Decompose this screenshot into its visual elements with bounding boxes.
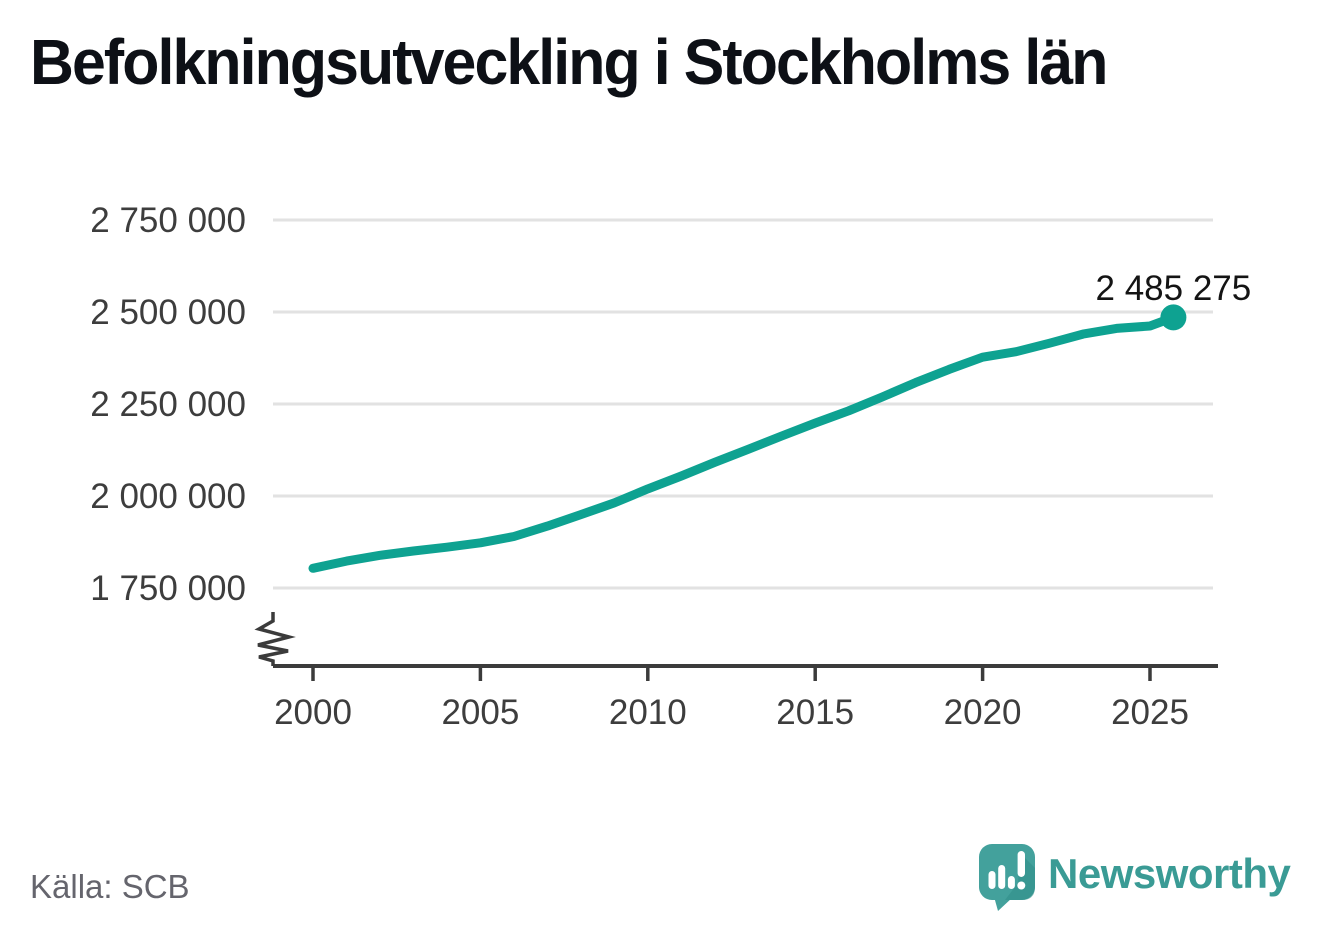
y-tick-label: 2 250 000 <box>90 385 246 424</box>
newsworthy-logo-icon <box>979 844 1035 911</box>
x-tick-label: 2000 <box>274 693 352 732</box>
y-tick-label: 1 750 000 <box>90 569 246 608</box>
y-tick-label: 2 500 000 <box>90 293 246 332</box>
x-tick-label: 2015 <box>776 693 854 732</box>
chart-title: Befolkningsutveckling i Stockholms län <box>30 26 1108 98</box>
y-tick-label: 2 000 000 <box>90 477 246 516</box>
population-line-chart: 1 750 000 2 000 000 2 250 000 2 500 000 2 75… <box>90 201 1252 732</box>
newsworthy-wordmark: Newsworthy <box>1048 850 1291 897</box>
newsworthy-brand: Newsworthy <box>978 843 1291 913</box>
logo-exclamation-bar <box>1017 851 1025 877</box>
population-line <box>308 312 1178 573</box>
end-point-label: 2 485 275 <box>1096 269 1252 308</box>
logo-exclamation-dot <box>1017 881 1026 890</box>
source-label: Källa: SCB <box>30 868 190 905</box>
logo-bar-3 <box>1007 876 1015 889</box>
x-tick-label: 2025 <box>1111 693 1189 732</box>
axis-break-icon <box>254 612 296 666</box>
logo-bar-2 <box>998 865 1006 889</box>
y-tick-label: 2 750 000 <box>90 201 246 240</box>
x-tick-label: 2010 <box>609 693 687 732</box>
end-point-marker <box>1160 304 1187 331</box>
logo-bar-1 <box>988 871 996 889</box>
x-tick-label: 2005 <box>441 693 519 732</box>
x-tick-label: 2020 <box>944 693 1022 732</box>
